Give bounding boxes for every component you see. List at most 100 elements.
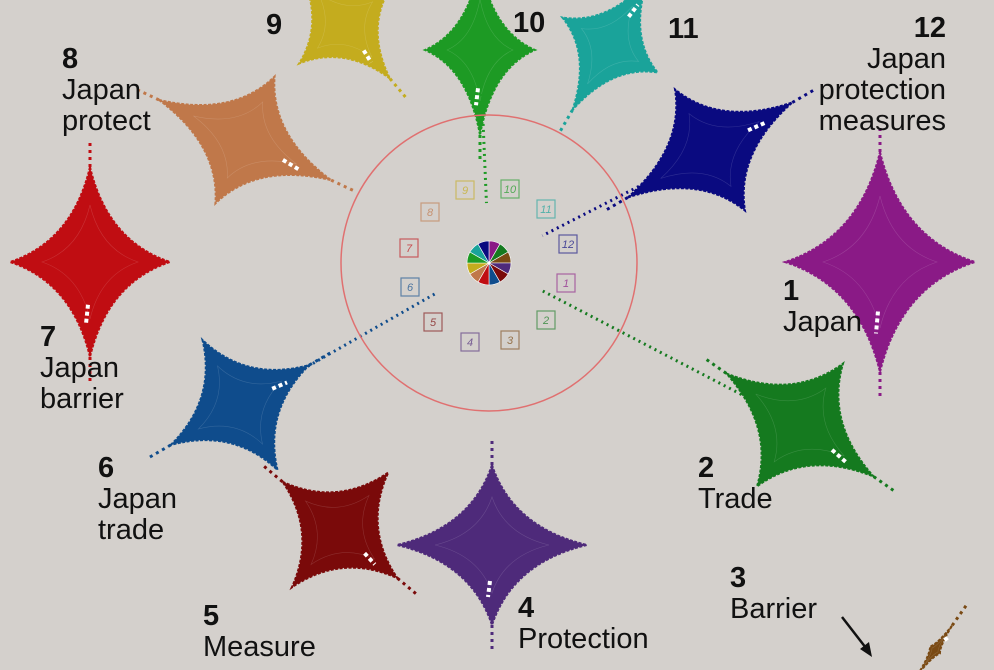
cluster-texture xyxy=(193,101,297,179)
cluster-texture xyxy=(446,0,514,102)
cluster-glyph-2 xyxy=(704,357,896,493)
ring-marker-label-6: 6 xyxy=(407,282,414,294)
cluster-label-6: 6 Japan trade xyxy=(98,452,178,546)
cluster-label-3: 3 Barrier xyxy=(730,562,818,625)
cluster-highlight xyxy=(874,311,880,334)
ring-marker-label-10: 10 xyxy=(504,184,517,196)
cluster-glyph-5 xyxy=(262,464,418,596)
cluster-texture xyxy=(316,0,374,58)
arrow-icon xyxy=(841,616,872,657)
ring-marker-label-5: 5 xyxy=(430,317,437,329)
ring-marker-box-7 xyxy=(399,238,419,258)
similarity-ring xyxy=(340,114,638,412)
ring-marker-box-3 xyxy=(500,330,520,350)
cluster-glyph-7 xyxy=(6,142,174,382)
cluster-highlight xyxy=(627,3,640,18)
cluster-body xyxy=(781,151,979,373)
cluster-glyph-12 xyxy=(605,86,815,214)
cluster-highlight xyxy=(271,380,288,391)
cluster-label-10: 10 xyxy=(513,7,546,39)
cluster-spike xyxy=(388,77,408,99)
cluster-body xyxy=(296,0,394,80)
cluster-label-1: 1 Japan xyxy=(783,275,863,338)
cluster-tail-2 xyxy=(541,289,748,399)
cluster-spike xyxy=(872,475,896,493)
cluster-texture xyxy=(580,5,640,85)
cluster-body xyxy=(627,86,793,214)
cluster-spike xyxy=(704,357,728,375)
cluster-highlight xyxy=(830,448,847,464)
cluster-label-12: 12 Japan protection measures xyxy=(818,12,946,137)
ring-marker-label-4: 4 xyxy=(467,337,473,349)
ring-marker-label-7: 7 xyxy=(406,243,413,255)
ring-marker-box-12 xyxy=(558,234,578,254)
ring-marker-box-1 xyxy=(556,273,576,293)
cluster-texture xyxy=(660,112,760,188)
cluster-body xyxy=(422,0,538,136)
cluster-label-8: 8 Japan protect xyxy=(62,43,151,137)
cluster-tail-12 xyxy=(541,174,661,238)
cluster-label-7: 7 Japan barrier xyxy=(40,321,124,415)
cluster-glyph-3 xyxy=(916,604,968,670)
ring-marker-box-2 xyxy=(536,310,556,330)
cluster-glyph-4 xyxy=(396,440,588,650)
ring-marker-box-10 xyxy=(500,179,520,199)
cluster-glyph-10 xyxy=(422,0,538,160)
cluster-body xyxy=(158,74,332,206)
cluster-spike xyxy=(558,109,574,133)
ring-marker-box-9 xyxy=(455,180,475,200)
cluster-highlight xyxy=(486,580,492,598)
ring-marker-label-1: 1 xyxy=(563,278,569,290)
cluster-label-4: 4 Protection xyxy=(518,592,649,655)
cluster-spike xyxy=(330,178,355,193)
cluster-texture xyxy=(755,387,845,463)
cluster-label-9: 9 xyxy=(266,9,283,41)
cluster-glyph-9 xyxy=(296,0,408,99)
ring-marker-box-4 xyxy=(460,332,480,352)
ring-marker-box-6 xyxy=(400,277,420,297)
cluster-texture xyxy=(304,494,376,566)
cluster-texture xyxy=(924,635,946,665)
ring-marker-label-12: 12 xyxy=(562,239,574,251)
cluster-body xyxy=(6,166,174,358)
cluster-tail-10 xyxy=(480,93,488,204)
cluster-highlight xyxy=(281,158,301,172)
cluster-glyph-8 xyxy=(135,74,355,206)
hub-wedge xyxy=(477,240,490,265)
cluster-glyph-1 xyxy=(781,127,979,397)
ring-marker-box-5 xyxy=(423,312,443,332)
color-wheel-icon xyxy=(466,240,512,286)
ring-marker-label-11: 11 xyxy=(540,204,551,216)
cluster-highlight xyxy=(362,49,373,64)
cluster-glyphs xyxy=(6,0,979,670)
ring-marker-label-3: 3 xyxy=(507,335,514,347)
cluster-highlight xyxy=(747,120,767,133)
cluster-texture xyxy=(822,195,938,329)
cluster-body xyxy=(916,624,954,670)
cluster-label-2: 2 Trade xyxy=(698,452,773,515)
ring-marker-box-11 xyxy=(536,199,556,219)
cluster-label-11: 11 xyxy=(668,13,699,45)
cluster-body xyxy=(559,0,661,111)
cluster-body xyxy=(396,461,588,629)
cluster-texture xyxy=(434,496,550,594)
cluster-highlight xyxy=(363,551,377,566)
cluster-tail-6 xyxy=(291,291,438,377)
ring-marker-box-8 xyxy=(420,202,440,222)
ring-marker-label-9: 9 xyxy=(462,185,468,197)
cluster-body xyxy=(279,469,401,591)
cluster-glyph-11 xyxy=(558,0,661,133)
cluster-spike xyxy=(262,464,284,483)
cluster-spike xyxy=(950,604,968,627)
cluster-highlight xyxy=(474,88,480,106)
cluster-highlight xyxy=(84,304,90,324)
cluster-label-5: 5 Measure xyxy=(203,600,316,663)
cluster-texture xyxy=(41,204,139,320)
cluster-spike xyxy=(396,577,418,596)
cluster-texture xyxy=(197,365,283,445)
ring-marker-label-2: 2 xyxy=(542,315,549,327)
cluster-highlight xyxy=(943,634,951,642)
